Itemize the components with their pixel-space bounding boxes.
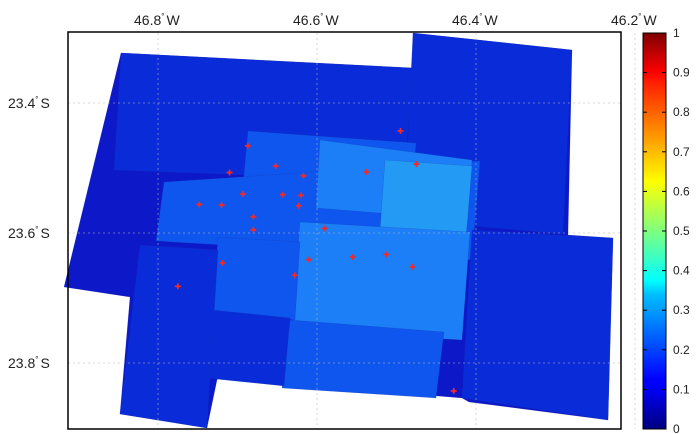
station-marker <box>250 213 257 220</box>
colorbar-tick-label: 1 <box>673 26 680 40</box>
colorbar-tick-label: 0.3 <box>673 303 690 317</box>
latitude-tick-label: 23.8° S <box>8 355 50 371</box>
colorbar-tick-label: 0.1 <box>673 382 690 396</box>
latitude-tick-label: 23.4° S <box>8 95 50 111</box>
station-marker <box>397 127 404 134</box>
raster-cell <box>379 159 473 239</box>
station-marker <box>298 192 305 199</box>
station-marker <box>349 254 356 261</box>
station-marker <box>363 168 370 175</box>
station-marker <box>413 161 420 168</box>
colorbar-tick-label: 0.6 <box>673 184 690 198</box>
station-marker <box>250 226 257 233</box>
longitude-tick-label: 46.8° W <box>134 12 180 28</box>
station-marker <box>174 283 181 290</box>
colorbar-ticks: 0 0.1 0.2 0.3 0.4 0.5 0.6 0.7 0.8 0.9 1 <box>643 26 690 434</box>
station-marker <box>240 191 247 197</box>
raster-cell <box>205 309 291 387</box>
latitude-labels: 23.4° S 23.6° S 23.8° S <box>8 95 50 371</box>
station-marker <box>279 191 286 198</box>
station-marker <box>409 263 416 270</box>
map-frame <box>67 31 622 430</box>
station-marker <box>383 251 390 258</box>
station-marker <box>295 202 302 209</box>
longitude-tick-label: 46.4° W <box>452 12 498 28</box>
raster-cell <box>461 229 614 421</box>
station-marker <box>272 163 279 170</box>
station-marker <box>226 169 233 176</box>
latitude-tick-label: 23.6° S <box>8 225 50 241</box>
station-marker <box>321 225 328 232</box>
raster-cells <box>63 32 614 429</box>
raster-cell <box>211 236 301 321</box>
raster-cell <box>281 319 445 399</box>
station-marker <box>450 387 457 394</box>
colorbar-tick-label: 0 <box>673 422 680 434</box>
station-marker <box>300 172 307 179</box>
longitude-tick-label: 46.2° W <box>611 12 657 28</box>
station-marker <box>219 259 226 266</box>
colorbar: 0 0.1 0.2 0.3 0.4 0.5 0.6 0.7 0.8 0.9 1 <box>642 26 690 434</box>
colorbar-tick-label: 0.9 <box>673 66 690 80</box>
station-markers <box>174 127 457 394</box>
longitude-tick-label: 46.6° W <box>293 12 339 28</box>
station-marker <box>291 272 298 279</box>
colorbar-tick-label: 0.4 <box>673 264 690 278</box>
colorbar-tick-label: 0.2 <box>673 343 690 357</box>
longitude-labels: 46.8° W 46.6° W 46.4° W 46.2° W <box>134 12 657 28</box>
station-marker <box>218 202 225 209</box>
station-marker <box>244 142 251 149</box>
station-marker <box>306 256 313 263</box>
colorbar-tick-label: 0.8 <box>673 105 690 119</box>
colorbar-tick-label: 0.5 <box>673 224 690 238</box>
colorbar-tick-label: 0.7 <box>673 145 690 159</box>
raster-cell <box>119 244 219 429</box>
station-marker <box>196 201 203 208</box>
graticule <box>68 33 636 429</box>
